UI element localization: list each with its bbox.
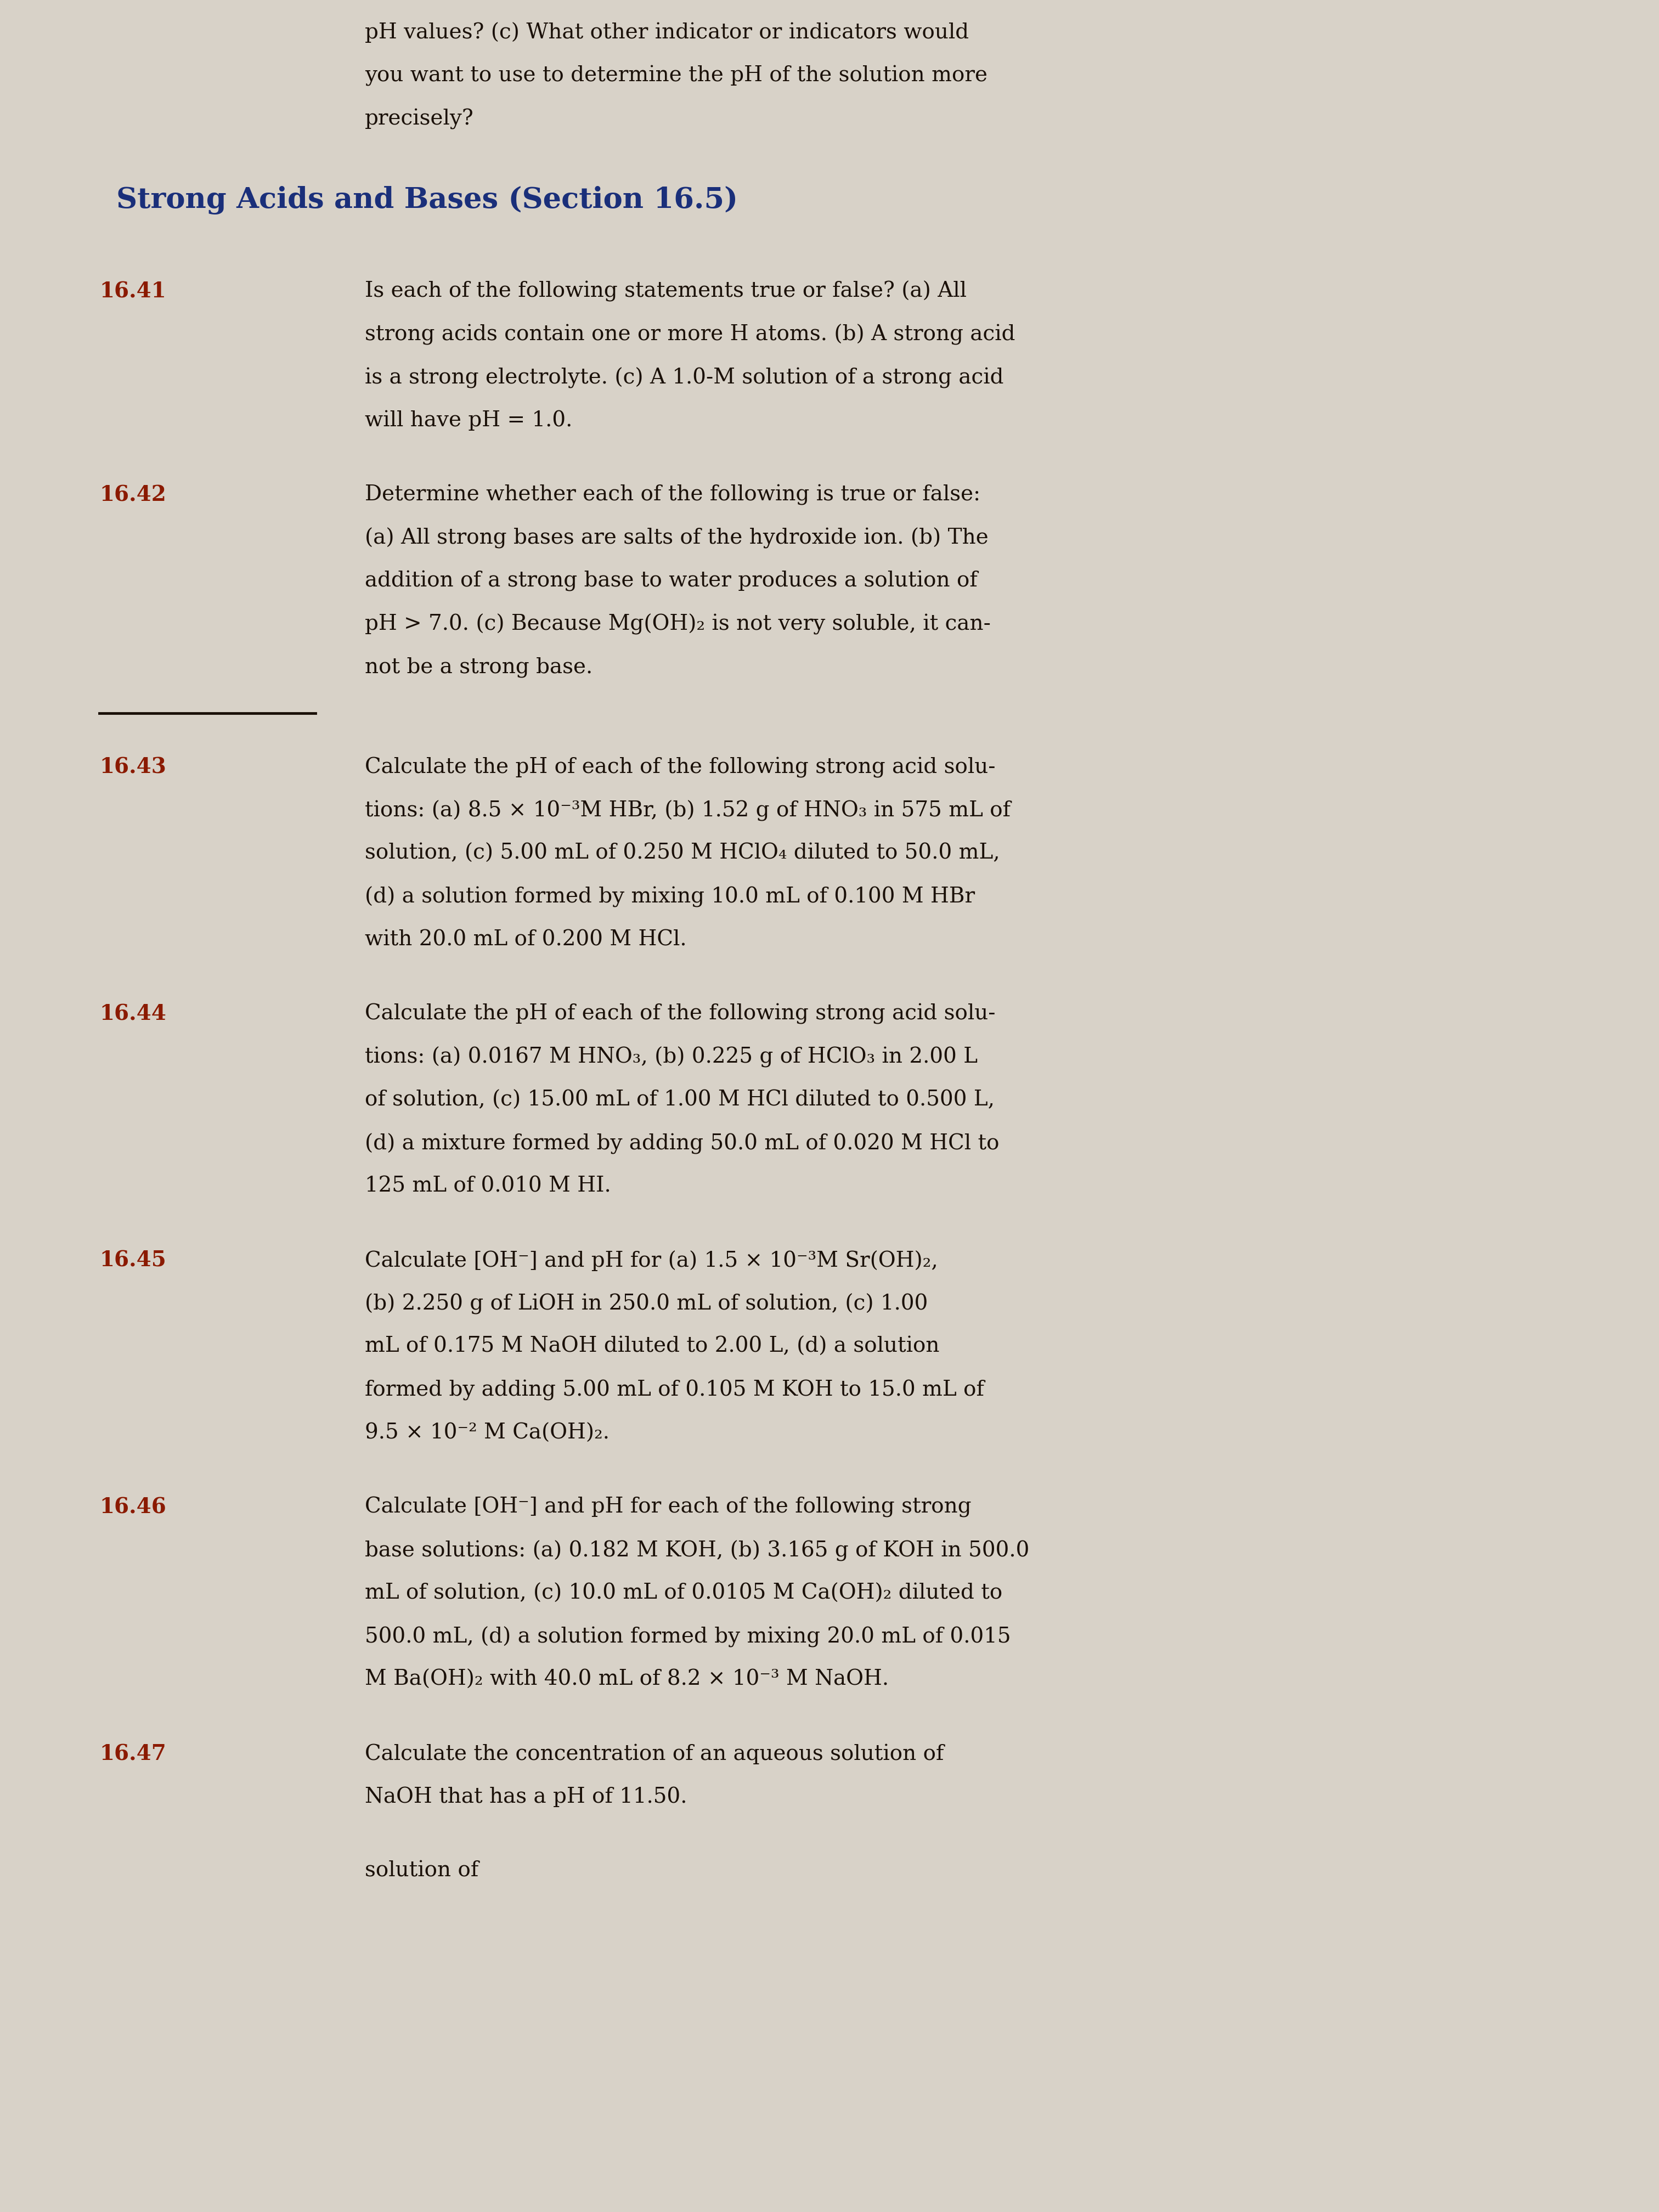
Text: (d) a solution formed by mixing 10.0 mL of 0.100 M HBr: (d) a solution formed by mixing 10.0 mL … [365, 887, 975, 907]
Text: mL of solution, (c) 10.0 mL of 0.0105 M Ca(OH)₂ diluted to: mL of solution, (c) 10.0 mL of 0.0105 M … [365, 1584, 1002, 1604]
Text: 16.46: 16.46 [100, 1498, 166, 1517]
Text: Calculate [OH⁻] and pH for (a) 1.5 × 10⁻³M Sr(OH)₂,: Calculate [OH⁻] and pH for (a) 1.5 × 10⁻… [365, 1250, 937, 1272]
Text: not be a strong base.: not be a strong base. [365, 657, 592, 677]
Text: you want to use to determine the pH of the solution more: you want to use to determine the pH of t… [365, 66, 987, 86]
Text: 500.0 mL, (d) a solution formed by mixing 20.0 mL of 0.015: 500.0 mL, (d) a solution formed by mixin… [365, 1626, 1010, 1648]
Text: 16.43: 16.43 [100, 757, 166, 779]
Text: will have pH = 1.0.: will have pH = 1.0. [365, 411, 572, 431]
Text: mL of 0.175 M NaOH diluted to 2.00 L, (d) a solution: mL of 0.175 M NaOH diluted to 2.00 L, (d… [365, 1336, 939, 1356]
Text: strong acids contain one or more H atoms. (b) A strong acid: strong acids contain one or more H atoms… [365, 325, 1015, 345]
Text: 16.44: 16.44 [100, 1004, 166, 1024]
Text: Is each of the following statements true or false? (a) All: Is each of the following statements true… [365, 281, 967, 303]
Text: 9.5 × 10⁻² M Ca(OH)₂.: 9.5 × 10⁻² M Ca(OH)₂. [365, 1422, 609, 1442]
Text: Calculate the pH of each of the following strong acid solu-: Calculate the pH of each of the followin… [365, 1004, 995, 1024]
Text: (d) a mixture formed by adding 50.0 mL of 0.020 M HCl to: (d) a mixture formed by adding 50.0 mL o… [365, 1133, 999, 1155]
Text: addition of a strong base to water produces a solution of: addition of a strong base to water produ… [365, 571, 977, 591]
Text: (b) 2.250 g of LiOH in 250.0 mL of solution, (c) 1.00: (b) 2.250 g of LiOH in 250.0 mL of solut… [365, 1294, 927, 1314]
Text: solution of: solution of [365, 1860, 479, 1880]
Text: base solutions: (a) 0.182 M KOH, (b) 3.165 g of KOH in 500.0: base solutions: (a) 0.182 M KOH, (b) 3.1… [365, 1540, 1030, 1562]
Text: tions: (a) 0.0167 M HNO₃, (b) 0.225 g of HClO₃ in 2.00 L: tions: (a) 0.0167 M HNO₃, (b) 0.225 g of… [365, 1046, 977, 1068]
Text: 125 mL of 0.010 M HI.: 125 mL of 0.010 M HI. [365, 1177, 611, 1197]
Text: formed by adding 5.00 mL of 0.105 M KOH to 15.0 mL of: formed by adding 5.00 mL of 0.105 M KOH … [365, 1380, 984, 1400]
Text: (a) All strong bases are salts of the hydroxide ion. (b) The: (a) All strong bases are salts of the hy… [365, 529, 989, 549]
Text: is a strong electrolyte. (c) A 1.0-M solution of a strong acid: is a strong electrolyte. (c) A 1.0-M sol… [365, 367, 1004, 389]
Text: with 20.0 mL of 0.200 M HCl.: with 20.0 mL of 0.200 M HCl. [365, 929, 687, 949]
Text: tions: (a) 8.5 × 10⁻³M HBr, (b) 1.52 g of HNO₃ in 575 mL of: tions: (a) 8.5 × 10⁻³M HBr, (b) 1.52 g o… [365, 801, 1010, 821]
Text: Calculate the pH of each of the following strong acid solu-: Calculate the pH of each of the followin… [365, 757, 995, 779]
Text: of solution, (c) 15.00 mL of 1.00 M HCl diluted to 0.500 L,: of solution, (c) 15.00 mL of 1.00 M HCl … [365, 1091, 995, 1110]
Text: pH > 7.0. (c) Because Mg(OH)₂ is not very soluble, it can-: pH > 7.0. (c) Because Mg(OH)₂ is not ver… [365, 615, 990, 635]
Text: Strong Acids and Bases (Section 16.5): Strong Acids and Bases (Section 16.5) [116, 186, 738, 215]
Text: 16.45: 16.45 [100, 1250, 166, 1272]
Text: Determine whether each of the following is true or false:: Determine whether each of the following … [365, 484, 980, 504]
Text: 16.42: 16.42 [100, 484, 166, 504]
Text: M Ba(OH)₂ with 40.0 mL of 8.2 × 10⁻³ M NaOH.: M Ba(OH)₂ with 40.0 mL of 8.2 × 10⁻³ M N… [365, 1670, 889, 1690]
Text: precisely?: precisely? [365, 108, 474, 128]
Text: 16.47: 16.47 [100, 1743, 166, 1765]
Text: Calculate the concentration of an aqueous solution of: Calculate the concentration of an aqueou… [365, 1743, 944, 1765]
Text: Calculate [OH⁻] and pH for each of the following strong: Calculate [OH⁻] and pH for each of the f… [365, 1498, 972, 1517]
Text: 16.41: 16.41 [100, 281, 166, 301]
Text: solution, (c) 5.00 mL of 0.250 M HClO₄ diluted to 50.0 mL,: solution, (c) 5.00 mL of 0.250 M HClO₄ d… [365, 843, 1000, 863]
Text: pH values? (c) What other indicator or indicators would: pH values? (c) What other indicator or i… [365, 22, 969, 42]
Text: NaOH that has a pH of 11.50.: NaOH that has a pH of 11.50. [365, 1787, 687, 1807]
